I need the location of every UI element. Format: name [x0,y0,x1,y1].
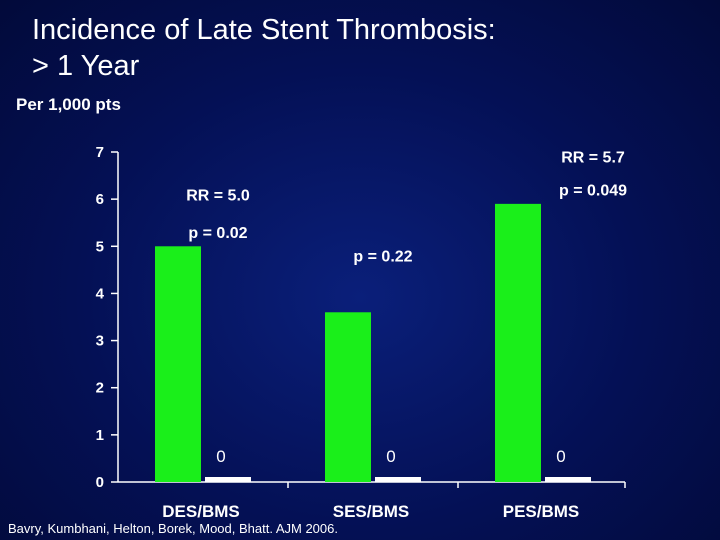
bar-white [545,477,591,482]
data-label-zero: 0 [386,447,395,466]
annotation: p = 0.22 [353,249,412,266]
bar-green [325,312,371,482]
annotation: p = 0.049 [559,183,627,200]
bar-white [205,477,251,482]
title-line-1: Incidence of Late Stent Thrombosis: [32,14,496,46]
y-tick-label: 5 [96,238,104,255]
title-line-2: > 1 Year [32,50,140,82]
y-tick-label: 1 [96,427,104,444]
data-label-zero: 0 [216,447,225,466]
x-category-label: SES/BMS [333,502,410,521]
bar-green [495,203,541,482]
y-tick-label: 3 [96,333,104,350]
y-tick-label: 7 [96,144,104,161]
annotation: RR = 5.0 [186,187,250,204]
units-label: Per 1,000 pts [16,95,121,114]
citation: Bavry, Kumbhani, Helton, Borek, Mood, Bh… [8,521,338,536]
bar-white [375,477,421,482]
page-title: Incidence of Late Stent Thrombosis: > 1 … [32,12,692,84]
annotation: RR = 5.7 [561,150,625,167]
data-label-zero: 0 [556,447,565,466]
y-tick-label: 6 [96,191,104,208]
x-category-label: DES/BMS [162,502,239,521]
x-category-label: PES/BMS [503,502,580,521]
annotation: p = 0.02 [188,225,247,242]
bar-green [155,246,201,482]
y-tick-label: 0 [96,474,104,491]
y-tick-label: 4 [96,285,105,302]
y-tick-label: 2 [96,380,104,397]
